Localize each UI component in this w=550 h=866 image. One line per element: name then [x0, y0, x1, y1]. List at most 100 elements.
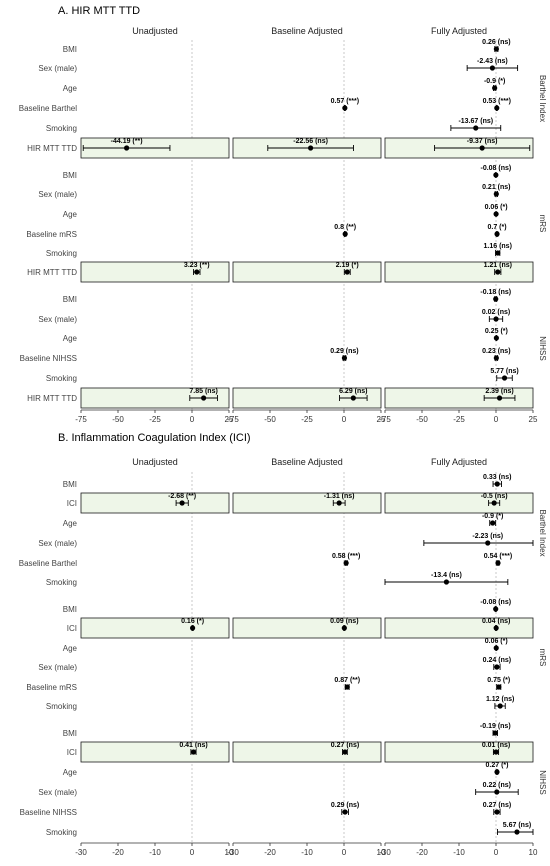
row-label: Smoking	[46, 702, 77, 711]
x-axis: -75 -50 -25 0 25	[379, 409, 538, 424]
x-tick-label: 10	[529, 848, 538, 857]
point-estimate	[492, 85, 498, 91]
point-estimate	[493, 625, 499, 631]
point-estimate	[495, 560, 501, 566]
point-estimate	[493, 296, 499, 302]
estimate-label: -0.5 (ns)	[481, 493, 508, 500]
point-estimate	[336, 500, 342, 506]
row-label: Age	[63, 84, 78, 93]
point-estimate	[350, 395, 356, 401]
point-estimate	[494, 769, 500, 775]
estimate-label: 0.29 (ns)	[331, 802, 359, 809]
row-label: Age	[63, 334, 78, 343]
point-estimate	[497, 703, 503, 709]
point-estimate	[342, 231, 348, 237]
estimate-label: 0.04 (ns)	[482, 618, 510, 625]
x-tick-label: -20	[264, 848, 276, 857]
highlight-row-box	[80, 741, 230, 763]
x-tick-label: 0	[190, 848, 195, 857]
x-tick-label: -10	[149, 848, 161, 857]
row-label: Sex (male)	[38, 663, 77, 672]
highlight-row-box	[232, 741, 382, 763]
highlight-row-box	[80, 387, 230, 409]
outcome-strip-label: Barthel Index	[538, 509, 547, 556]
estimate-label: 0.41 (ns)	[179, 742, 207, 749]
point-estimate	[189, 625, 196, 631]
row-label: Age	[63, 768, 78, 777]
outcome-strip-label: NIHSS	[538, 336, 547, 360]
row-label: Sex (male)	[38, 190, 77, 199]
estimate-label: 0.7 (*)	[488, 224, 507, 231]
estimate-label: 3.23 (**)	[184, 262, 210, 269]
x-axis: -30 -20 -10 0 10	[75, 842, 234, 857]
row-label: Sex (male)	[38, 539, 77, 548]
estimate-label: -1.31 (ns)	[324, 493, 355, 500]
row-label: BMI	[63, 729, 77, 738]
point-estimate	[342, 749, 348, 755]
point-estimate	[443, 579, 450, 585]
estimate-label: 0.27 (ns)	[331, 742, 359, 749]
x-tick-label: 0	[342, 848, 347, 857]
point-estimate	[494, 105, 500, 111]
point-estimate	[494, 789, 500, 795]
point-estimate	[342, 105, 348, 111]
column-title: Baseline Adjusted	[271, 26, 343, 36]
point-estimate	[493, 211, 499, 217]
x-tick-label: -25	[453, 415, 465, 424]
estimate-label: -0.08 (ns)	[480, 599, 511, 606]
estimate-label: 0.24 (ns)	[483, 657, 511, 664]
estimate-label: 0.22 (ns)	[483, 782, 511, 789]
x-axis: -75 -50 -25 0 25	[75, 409, 234, 424]
estimate-label: -44.19 (**)	[111, 138, 143, 145]
row-label: Baseline mRS	[26, 683, 77, 692]
panel-title: A. HIR MTT TTD	[58, 5, 140, 17]
estimate-label: -0.08 (ns)	[481, 165, 512, 172]
x-tick-label: 25	[225, 415, 234, 424]
row-label: HIR MTT TTD	[27, 268, 77, 277]
point-estimate	[490, 520, 496, 526]
point-estimate	[493, 335, 499, 341]
estimate-label: -0.9 (*)	[484, 78, 505, 85]
x-tick-label: -30	[75, 848, 87, 857]
highlight-row-box	[384, 617, 534, 639]
row-label: HIR MTT TTD	[27, 144, 77, 153]
estimate-label: -13.4 (ns)	[431, 572, 462, 579]
estimate-label: 0.87 (**)	[334, 677, 360, 684]
estimate-label: 0.16 (*)	[181, 618, 204, 625]
highlight-row-box	[232, 387, 382, 409]
point-estimate	[493, 191, 499, 197]
row-label: BMI	[63, 480, 77, 489]
row-label: Smoking	[46, 374, 77, 383]
outcome-strip-label: Barthel Index	[538, 75, 547, 122]
point-estimate	[494, 809, 500, 815]
highlight-row-box	[80, 261, 230, 283]
row-label: Smoking	[46, 249, 77, 258]
estimate-label: 0.01 (ns)	[482, 742, 510, 749]
column-title: Unadjusted	[132, 26, 178, 36]
point-estimate	[495, 250, 501, 256]
row-label: Age	[63, 210, 78, 219]
estimate-label: 0.06 (*)	[485, 638, 508, 645]
point-estimate	[341, 355, 348, 361]
row-label: Smoking	[46, 124, 77, 133]
x-tick-label: -75	[227, 415, 239, 424]
estimate-label: 1.16 (ns)	[484, 243, 512, 250]
row-label: Baseline Barthel	[19, 559, 77, 568]
estimate-label: -22.56 (ns)	[293, 138, 328, 145]
point-estimate	[494, 664, 500, 670]
x-tick-label: -75	[75, 415, 87, 424]
estimate-label: 6.29 (ns)	[339, 388, 367, 395]
row-label: Baseline NIHSS	[20, 808, 77, 817]
row-label: BMI	[63, 171, 77, 180]
point-estimate	[341, 625, 347, 631]
row-label: Sex (male)	[38, 315, 77, 324]
outcome-strip-label: mRS	[538, 215, 547, 233]
x-tick-label: -20	[416, 848, 428, 857]
row-label: Age	[63, 644, 78, 653]
point-estimate	[493, 606, 499, 612]
x-tick-label: 0	[494, 415, 499, 424]
highlight-row-box	[384, 741, 534, 763]
point-estimate	[496, 395, 503, 401]
x-tick-label: -10	[301, 848, 313, 857]
